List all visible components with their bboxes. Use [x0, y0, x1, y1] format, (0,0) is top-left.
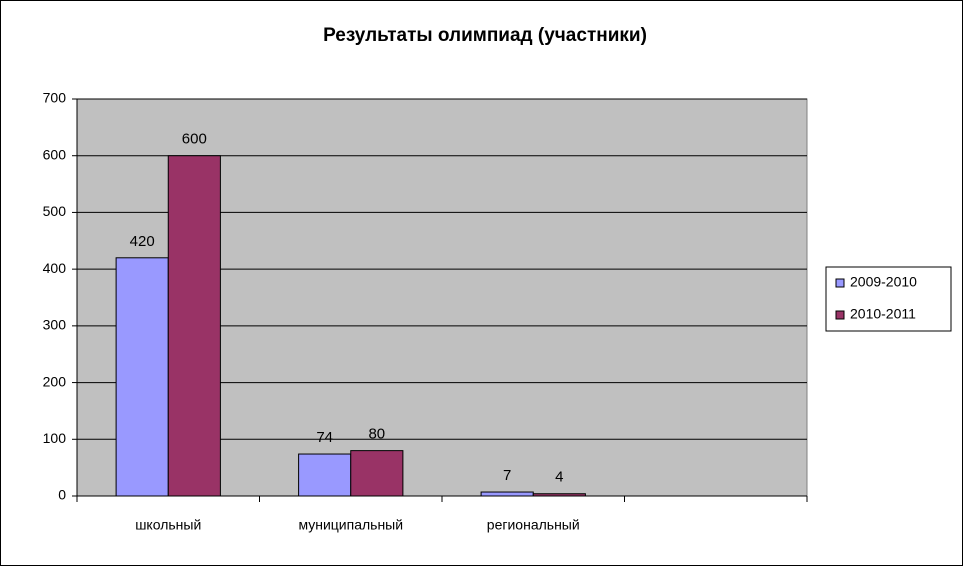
legend-label: 2009-2010 — [850, 274, 917, 290]
bar — [350, 450, 404, 497]
y-tick-label: 600 — [43, 146, 67, 162]
bar — [480, 491, 534, 497]
y-tick-label: 300 — [43, 317, 67, 333]
x-tick-label: региональный — [487, 517, 580, 533]
bar — [167, 155, 221, 497]
y-tick-label: 0 — [58, 487, 66, 503]
bar — [532, 493, 586, 497]
bar — [298, 453, 352, 497]
x-tick-label: муниципальный — [298, 517, 403, 533]
bar — [115, 257, 169, 497]
chart-title: Результаты олимпиад (участники) — [323, 25, 647, 46]
y-tick-label: 400 — [43, 260, 67, 276]
data-label: 7 — [503, 467, 511, 484]
legend-swatch — [835, 278, 845, 288]
data-label: 80 — [368, 426, 385, 443]
data-label: 74 — [316, 429, 333, 446]
legend-box — [825, 266, 952, 332]
legend-swatch — [835, 310, 845, 320]
y-tick-label: 500 — [43, 203, 67, 219]
data-label: 600 — [182, 131, 207, 148]
y-tick-label: 700 — [43, 90, 67, 106]
x-tick-label: школьный — [135, 517, 201, 533]
data-label: 420 — [130, 233, 155, 250]
legend-label: 2010-2011 — [850, 306, 916, 322]
y-tick-label: 100 — [43, 430, 67, 446]
data-label: 4 — [555, 469, 563, 486]
y-tick-label: 200 — [43, 373, 67, 389]
